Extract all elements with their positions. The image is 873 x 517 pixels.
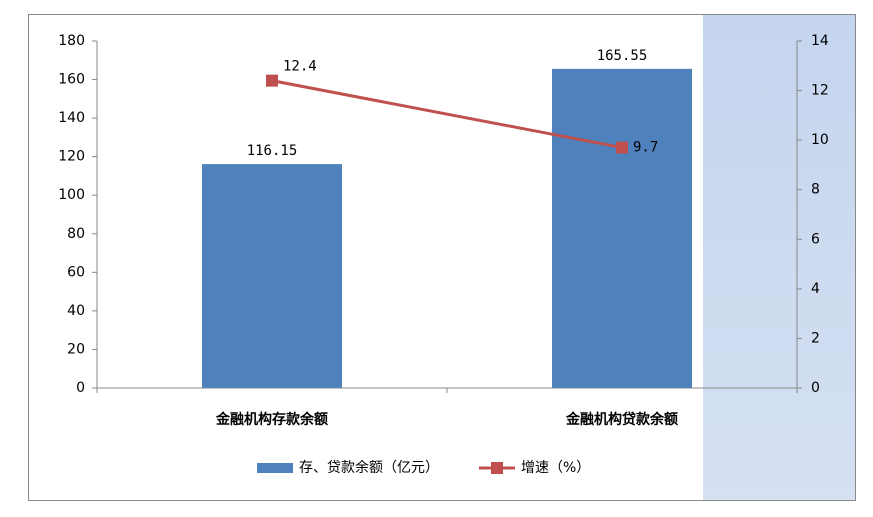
- y2-tick-label: 10: [811, 132, 829, 148]
- y-tick-label: 20: [67, 341, 85, 357]
- y-tick-label: 40: [67, 303, 85, 319]
- y-tick-label: 0: [76, 380, 85, 396]
- y2-tick-label: 6: [811, 231, 820, 247]
- line-value-label: 12.4: [283, 59, 317, 75]
- legend-swatch-marker: [491, 462, 503, 474]
- legend-label: 存、贷款余额（亿元）: [299, 459, 439, 476]
- shaded-region: [703, 15, 855, 500]
- x-tick-label: 金融机构存款余额: [215, 411, 328, 428]
- y2-tick-label: 14: [811, 33, 829, 49]
- y2-tick-label: 12: [811, 83, 829, 99]
- legend-swatch: [257, 463, 293, 473]
- line-marker: [266, 74, 278, 87]
- y-tick-label: 180: [58, 33, 85, 49]
- y-tick-label: 80: [67, 226, 85, 242]
- bar: [552, 68, 692, 389]
- bar: [202, 164, 342, 388]
- y-tick-label: 160: [58, 72, 85, 88]
- y2-tick-label: 0: [811, 380, 820, 396]
- line: [271, 79, 623, 150]
- bar-value-label: 116.15: [247, 143, 298, 159]
- line-marker: [616, 141, 628, 154]
- y-tick-label: 60: [67, 264, 85, 280]
- y-tick-label: 140: [58, 110, 85, 126]
- y2-tick-label: 4: [811, 281, 820, 297]
- y-tick-label: 120: [58, 149, 85, 165]
- y2-tick-label: 8: [811, 182, 820, 198]
- x-tick-label: 金融机构贷款余额: [565, 411, 678, 428]
- line-value-label: 9.7: [633, 140, 658, 156]
- y2-tick-label: 2: [811, 330, 820, 346]
- y-tick-label: 100: [58, 187, 85, 203]
- bar-value-label: 165.55: [597, 48, 648, 64]
- legend-label: 增速（%）: [521, 460, 590, 476]
